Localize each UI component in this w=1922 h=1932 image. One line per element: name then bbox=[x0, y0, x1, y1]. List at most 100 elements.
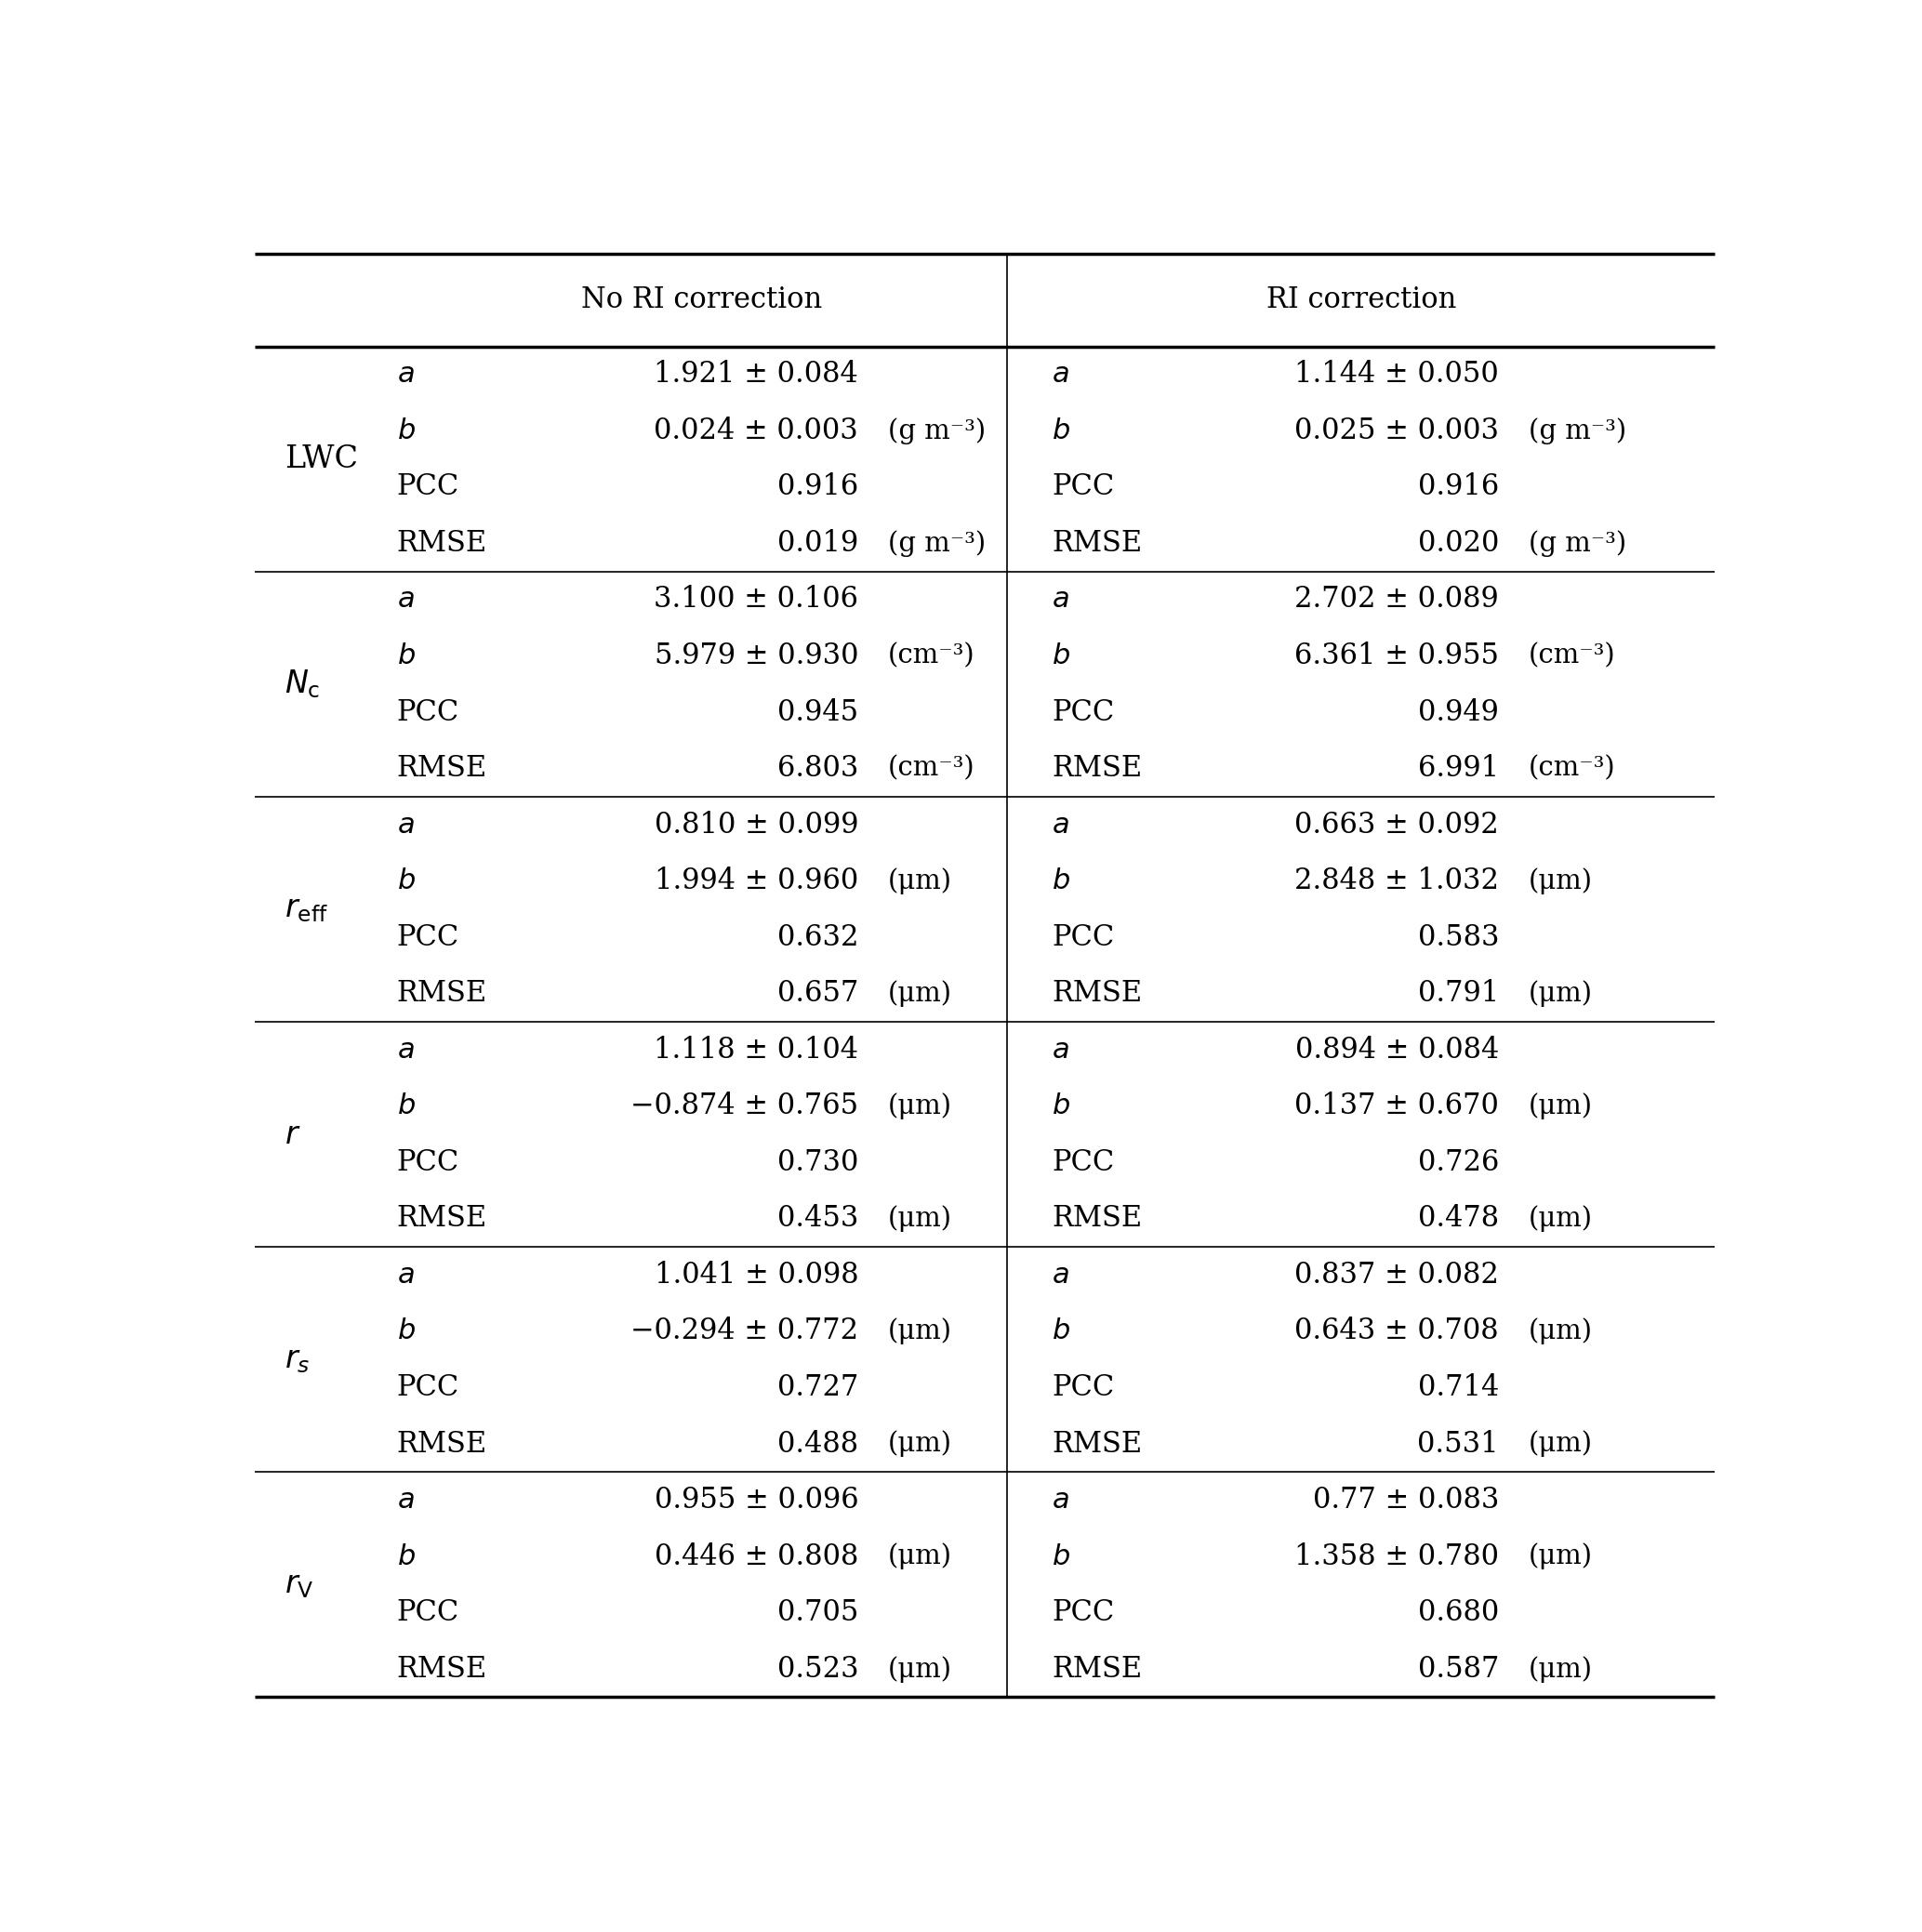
Text: 0.019: 0.019 bbox=[776, 529, 859, 558]
Text: −0.294 ± 0.772: −0.294 ± 0.772 bbox=[630, 1318, 859, 1347]
Text: $a$: $a$ bbox=[396, 1488, 413, 1513]
Text: PCC: PCC bbox=[1051, 1374, 1115, 1403]
Text: RMSE: RMSE bbox=[396, 1654, 486, 1683]
Text: $a$: $a$ bbox=[1051, 1036, 1069, 1063]
Text: 1.144 ± 0.050: 1.144 ± 0.050 bbox=[1295, 359, 1499, 388]
Text: RMSE: RMSE bbox=[1051, 529, 1142, 558]
Text: −0.874 ± 0.765: −0.874 ± 0.765 bbox=[630, 1092, 859, 1121]
Text: $a$: $a$ bbox=[396, 1036, 413, 1063]
Text: 0.680: 0.680 bbox=[1418, 1598, 1499, 1627]
Text: $r$: $r$ bbox=[284, 1119, 302, 1150]
Text: $a$: $a$ bbox=[1051, 1262, 1069, 1289]
Text: 0.446 ± 0.808: 0.446 ± 0.808 bbox=[653, 1542, 859, 1571]
Text: 0.810 ± 0.099: 0.810 ± 0.099 bbox=[653, 810, 859, 838]
Text: PCC: PCC bbox=[396, 697, 459, 726]
Text: 0.77 ± 0.083: 0.77 ± 0.083 bbox=[1313, 1486, 1499, 1515]
Text: (g m⁻³): (g m⁻³) bbox=[888, 529, 986, 556]
Text: 0.730: 0.730 bbox=[776, 1148, 859, 1177]
Text: $b$: $b$ bbox=[396, 867, 415, 895]
Text: RMSE: RMSE bbox=[396, 529, 486, 558]
Text: 0.643 ± 0.708: 0.643 ± 0.708 bbox=[1295, 1318, 1499, 1347]
Text: 2.702 ± 0.089: 2.702 ± 0.089 bbox=[1295, 585, 1499, 614]
Text: PCC: PCC bbox=[396, 1148, 459, 1177]
Text: 5.979 ± 0.930: 5.979 ± 0.930 bbox=[653, 641, 859, 670]
Text: 0.583: 0.583 bbox=[1418, 923, 1499, 952]
Text: $r_{\mathrm{eff}}$: $r_{\mathrm{eff}}$ bbox=[284, 895, 329, 925]
Text: RMSE: RMSE bbox=[1051, 1654, 1142, 1683]
Text: RI correction: RI correction bbox=[1267, 286, 1457, 315]
Text: RMSE: RMSE bbox=[396, 1204, 486, 1233]
Text: PCC: PCC bbox=[1051, 923, 1115, 952]
Text: 0.663 ± 0.092: 0.663 ± 0.092 bbox=[1295, 810, 1499, 838]
Text: 0.714: 0.714 bbox=[1418, 1374, 1499, 1403]
Text: $b$: $b$ bbox=[1051, 1544, 1071, 1571]
Text: RMSE: RMSE bbox=[396, 1430, 486, 1459]
Text: (cm⁻³): (cm⁻³) bbox=[1528, 643, 1616, 668]
Text: (μm): (μm) bbox=[1528, 1094, 1593, 1119]
Text: $b$: $b$ bbox=[1051, 1094, 1071, 1121]
Text: $b$: $b$ bbox=[1051, 867, 1071, 895]
Text: $N_{\mathrm{c}}$: $N_{\mathrm{c}}$ bbox=[284, 668, 321, 699]
Text: No RI correction: No RI correction bbox=[582, 286, 823, 315]
Text: RMSE: RMSE bbox=[396, 753, 486, 782]
Text: 0.955 ± 0.096: 0.955 ± 0.096 bbox=[653, 1486, 859, 1515]
Text: (μm): (μm) bbox=[1528, 1656, 1593, 1683]
Text: 1.118 ± 0.104: 1.118 ± 0.104 bbox=[653, 1036, 859, 1065]
Text: 0.949: 0.949 bbox=[1418, 697, 1499, 726]
Text: $a$: $a$ bbox=[396, 1262, 413, 1289]
Text: (μm): (μm) bbox=[1528, 1430, 1593, 1457]
Text: (g m⁻³): (g m⁻³) bbox=[1528, 529, 1626, 556]
Text: RMSE: RMSE bbox=[1051, 1430, 1142, 1459]
Text: $b$: $b$ bbox=[1051, 1318, 1071, 1345]
Text: PCC: PCC bbox=[396, 473, 459, 502]
Text: (μm): (μm) bbox=[888, 980, 953, 1007]
Text: 0.657: 0.657 bbox=[776, 980, 859, 1009]
Text: PCC: PCC bbox=[396, 1598, 459, 1627]
Text: $b$: $b$ bbox=[396, 417, 415, 444]
Text: $a$: $a$ bbox=[396, 361, 413, 388]
Text: 0.478: 0.478 bbox=[1418, 1204, 1499, 1233]
Text: 1.994 ± 0.960: 1.994 ± 0.960 bbox=[655, 867, 859, 895]
Text: 0.916: 0.916 bbox=[776, 473, 859, 502]
Text: RMSE: RMSE bbox=[1051, 980, 1142, 1009]
Text: $a$: $a$ bbox=[1051, 811, 1069, 838]
Text: 6.361 ± 0.955: 6.361 ± 0.955 bbox=[1294, 641, 1499, 670]
Text: (μm): (μm) bbox=[888, 867, 953, 895]
Text: RMSE: RMSE bbox=[396, 980, 486, 1009]
Text: 0.024 ± 0.003: 0.024 ± 0.003 bbox=[653, 417, 859, 444]
Text: $b$: $b$ bbox=[396, 1544, 415, 1571]
Text: RMSE: RMSE bbox=[1051, 1204, 1142, 1233]
Text: (cm⁻³): (cm⁻³) bbox=[1528, 755, 1616, 782]
Text: 0.727: 0.727 bbox=[776, 1374, 859, 1403]
Text: $a$: $a$ bbox=[396, 585, 413, 612]
Text: (μm): (μm) bbox=[888, 1544, 953, 1571]
Text: (g m⁻³): (g m⁻³) bbox=[888, 417, 986, 444]
Text: $r_{\mathrm{V}}$: $r_{\mathrm{V}}$ bbox=[284, 1569, 313, 1600]
Text: 0.523: 0.523 bbox=[776, 1654, 859, 1683]
Text: $a$: $a$ bbox=[1051, 585, 1069, 612]
Text: 1.358 ± 0.780: 1.358 ± 0.780 bbox=[1294, 1542, 1499, 1571]
Text: 0.894 ± 0.084: 0.894 ± 0.084 bbox=[1295, 1036, 1499, 1065]
Text: PCC: PCC bbox=[396, 1374, 459, 1403]
Text: $r_{s}$: $r_{s}$ bbox=[284, 1345, 311, 1376]
Text: 0.020: 0.020 bbox=[1418, 529, 1499, 558]
Text: (μm): (μm) bbox=[888, 1318, 953, 1345]
Text: (μm): (μm) bbox=[888, 1656, 953, 1683]
Text: 0.488: 0.488 bbox=[776, 1430, 859, 1459]
Text: 0.587: 0.587 bbox=[1418, 1654, 1499, 1683]
Text: $b$: $b$ bbox=[396, 1318, 415, 1345]
Text: 0.837 ± 0.082: 0.837 ± 0.082 bbox=[1295, 1262, 1499, 1289]
Text: 0.632: 0.632 bbox=[776, 923, 859, 952]
Text: 0.945: 0.945 bbox=[776, 697, 859, 726]
Text: 3.100 ± 0.106: 3.100 ± 0.106 bbox=[653, 585, 859, 614]
Text: 0.916: 0.916 bbox=[1418, 473, 1499, 502]
Text: 0.137 ± 0.670: 0.137 ± 0.670 bbox=[1295, 1092, 1499, 1121]
Text: LWC: LWC bbox=[284, 444, 357, 473]
Text: 2.848 ± 1.032: 2.848 ± 1.032 bbox=[1294, 867, 1499, 895]
Text: (μm): (μm) bbox=[888, 1094, 953, 1119]
Text: 0.531: 0.531 bbox=[1417, 1430, 1499, 1459]
Text: $a$: $a$ bbox=[396, 811, 413, 838]
Text: 6.803: 6.803 bbox=[776, 753, 859, 782]
Text: 0.025 ± 0.003: 0.025 ± 0.003 bbox=[1294, 417, 1499, 444]
Text: (μm): (μm) bbox=[1528, 1544, 1593, 1571]
